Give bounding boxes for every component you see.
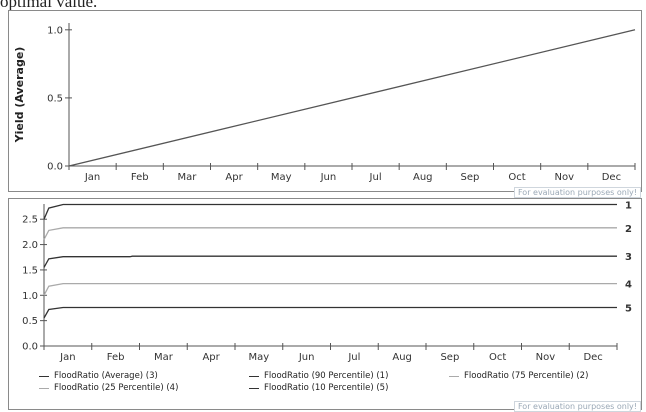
yield-chart-panel: 0.0 0.5 1.0 Jan Feb Mar Apr May Jun Jul Aug Sep Oct N… — [8, 10, 642, 198]
series-line — [43, 306, 617, 319]
legend-label: FloodRatio (75 Percentile) (2) — [464, 371, 589, 381]
x-tick-label: Sep — [440, 352, 459, 363]
legend-item: FloodRatio (25 Percentile) (4) — [39, 383, 249, 393]
x-tick-label: Dec — [602, 172, 621, 183]
x-tick-label: Oct — [508, 172, 525, 183]
x-tick-label: Apr — [225, 172, 243, 183]
legend-label: FloodRatio (25 Percentile) (4) — [54, 383, 179, 393]
y-tick-label: 1.0 — [47, 25, 63, 36]
y-tick-label: 0.5 — [22, 316, 38, 327]
x-tick-label: Feb — [131, 172, 149, 183]
caption-text: optimal value. — [0, 0, 98, 11]
y-tick-label: 1.0 — [22, 291, 38, 302]
x-tick-label: Jul — [347, 352, 360, 363]
series-end-label: 5 — [625, 303, 632, 314]
x-tick-label: Jun — [320, 172, 337, 183]
legend-item: FloodRatio (75 Percentile) (2) — [449, 371, 639, 381]
x-tick-label: Dec — [583, 352, 602, 363]
floodratio-chart: 0.0 0.5 1.0 1.5 2.0 2.5 Jan Feb Mar Apr May Jun Jul A… — [22, 201, 632, 363]
x-tick-label: Jan — [59, 352, 75, 363]
legend-swatch — [249, 387, 259, 389]
y-axis-title: Yield (Average) — [13, 47, 26, 144]
series-line — [43, 282, 617, 296]
x-tick-label: Apr — [202, 352, 220, 363]
legend-label: FloodRatio (Average) (3) — [54, 371, 158, 381]
floodratio-chart-panel: 0.0 0.5 1.0 1.5 2.0 2.5 Jan Feb Mar Apr May Jun Jul A… — [8, 198, 642, 412]
x-tick-label: Jun — [298, 352, 315, 363]
y-tick-label: 0.5 — [47, 93, 63, 104]
evaluation-watermark: For evaluation purposes only! — [513, 187, 641, 198]
legend-label: FloodRatio (10 Percentile) (5) — [264, 383, 389, 393]
y-tick-label: 1.5 — [22, 265, 38, 276]
x-tick-label: Mar — [177, 172, 197, 183]
legend-item: FloodRatio (Average) (3) — [39, 371, 249, 381]
floodratio-legend: FloodRatio (Average) (3) FloodRatio (90 P… — [39, 371, 639, 393]
legend-swatch — [249, 375, 259, 377]
series-end-label: 2 — [625, 224, 632, 235]
x-tick-label: Mar — [154, 352, 174, 363]
series-line — [43, 255, 617, 268]
series-end-label: 3 — [625, 252, 632, 263]
x-tick-label: May — [249, 352, 270, 363]
legend-swatch — [39, 387, 49, 389]
y-tick-label: 2.5 — [22, 215, 38, 226]
x-tick-label: Nov — [536, 352, 556, 363]
series-line — [43, 227, 617, 240]
legend-item: FloodRatio (90 Percentile) (1) — [249, 371, 449, 381]
series-end-label: 1 — [625, 201, 632, 212]
legend-item: FloodRatio (10 Percentile) (5) — [249, 383, 449, 393]
x-tick-label: Feb — [107, 352, 125, 363]
x-tick-label: Sep — [460, 172, 479, 183]
evaluation-watermark: For evaluation purposes only! — [513, 401, 641, 412]
series-end-label: 4 — [625, 280, 632, 291]
x-tick-label: Jan — [84, 172, 100, 183]
x-tick-label: May — [271, 172, 292, 183]
legend-label: FloodRatio (90 Percentile) (1) — [264, 371, 389, 381]
x-tick-label: Jul — [369, 172, 382, 183]
y-tick-label: 2.0 — [22, 240, 38, 251]
legend-swatch — [39, 375, 49, 377]
y-tick-label: 0.0 — [47, 162, 63, 173]
y-tick-label: 0.0 — [22, 342, 38, 353]
series-line — [68, 29, 636, 167]
yield-chart: 0.0 0.5 1.0 Jan Feb Mar Apr May Jun Jul Aug Sep Oct N… — [13, 23, 636, 183]
x-tick-label: Aug — [413, 172, 433, 183]
x-tick-label: Oct — [489, 352, 506, 363]
legend-swatch — [449, 375, 459, 377]
x-tick-label: Aug — [392, 352, 412, 363]
series-line — [43, 203, 617, 220]
x-tick-label: Nov — [554, 172, 574, 183]
